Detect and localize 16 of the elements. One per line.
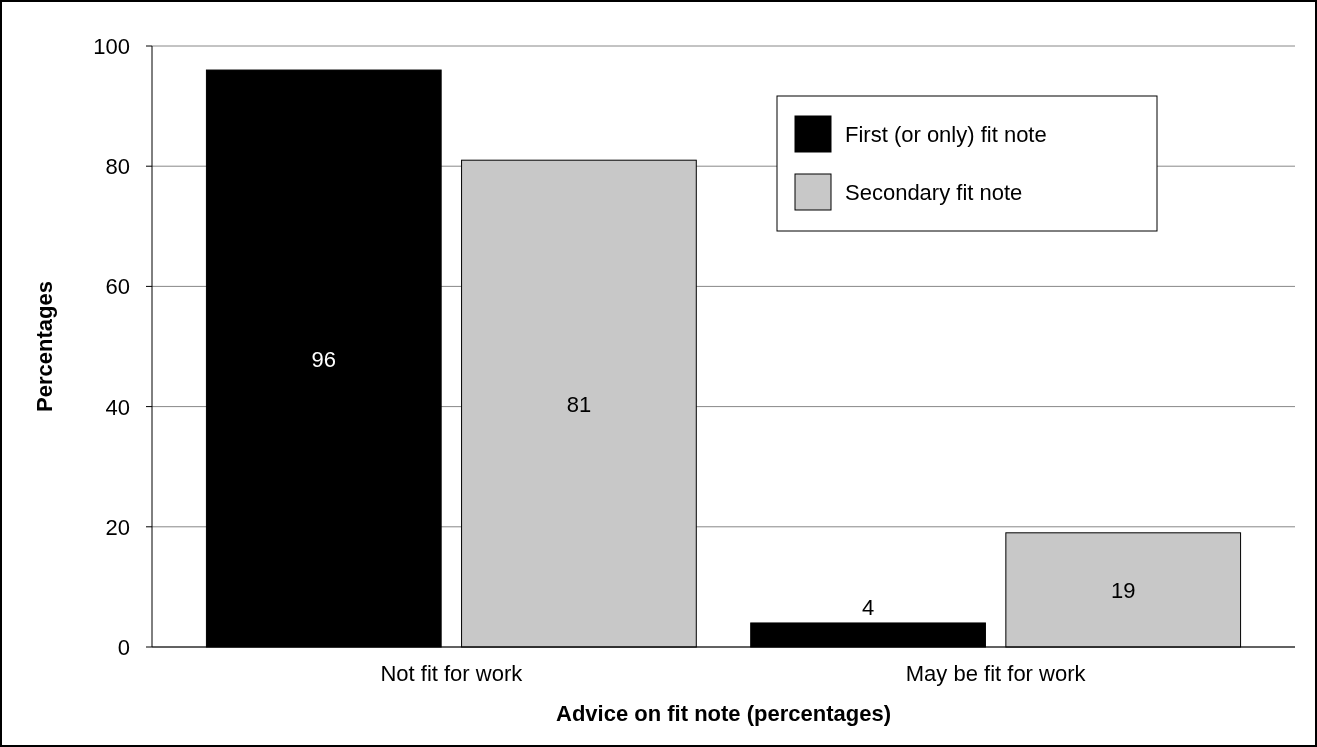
legend-label: Secondary fit note <box>845 180 1023 205</box>
y-tick-label: 80 <box>105 154 130 180</box>
y-tick-label: 0 <box>117 635 130 660</box>
legend-label: First (or only) fit note <box>845 122 1047 147</box>
data-label: 81 <box>566 391 592 417</box>
x-axis-title: Advice on fit note (percentages) <box>556 701 891 726</box>
y-tick-label: 100 <box>93 34 130 59</box>
x-tick-label: Not fit for work <box>380 661 524 686</box>
x-tick-label: May be fit for work <box>905 661 1087 686</box>
y-axis-title: Percentages <box>32 281 57 412</box>
data-label: 4 <box>861 594 875 620</box>
y-tick-label: 60 <box>105 274 130 300</box>
data-label: 19 <box>1110 577 1136 603</box>
y-tick-label: 20 <box>105 514 130 540</box>
y-tick-label: 40 <box>105 394 130 420</box>
data-label: 96 <box>311 346 337 372</box>
